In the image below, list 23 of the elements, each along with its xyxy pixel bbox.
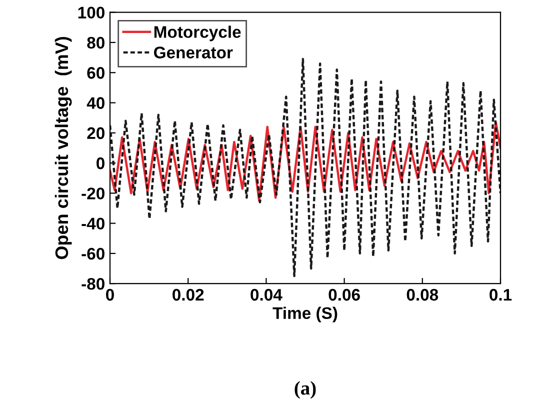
x-tick-label: 0.02 — [172, 288, 204, 301]
y-tick-label: -80 — [82, 278, 104, 290]
y-tick-label: 100 — [78, 6, 104, 19]
x-axis-title: Time (S) — [272, 306, 338, 322]
legend-label: Motorcycle — [154, 26, 241, 42]
x-tick-label: 0.08 — [406, 288, 438, 301]
x-tick-label: 0.1 — [490, 288, 512, 301]
y-tick-label: 40 — [86, 97, 104, 109]
y-axis-title: Open circuit voltage (mV) — [54, 36, 72, 260]
line-series — [110, 58, 500, 278]
y-tick-label: 60 — [87, 67, 104, 79]
y-tick-label: -20 — [82, 188, 104, 200]
y-tick-label: -60 — [82, 248, 104, 260]
y-tick-label: -40 — [82, 218, 104, 230]
x-tick-label: 0 — [106, 288, 114, 301]
y-tick-label: 20 — [87, 127, 104, 140]
x-tick-label: 0.06 — [328, 288, 360, 301]
text: (a) — [294, 381, 316, 399]
line-series — [110, 121, 500, 202]
legend-label: Generator — [154, 46, 233, 58]
x-tick-label: 0.04 — [250, 288, 282, 301]
y-tick-label: 0 — [96, 157, 104, 170]
y-tick-label: 80 — [87, 36, 104, 49]
